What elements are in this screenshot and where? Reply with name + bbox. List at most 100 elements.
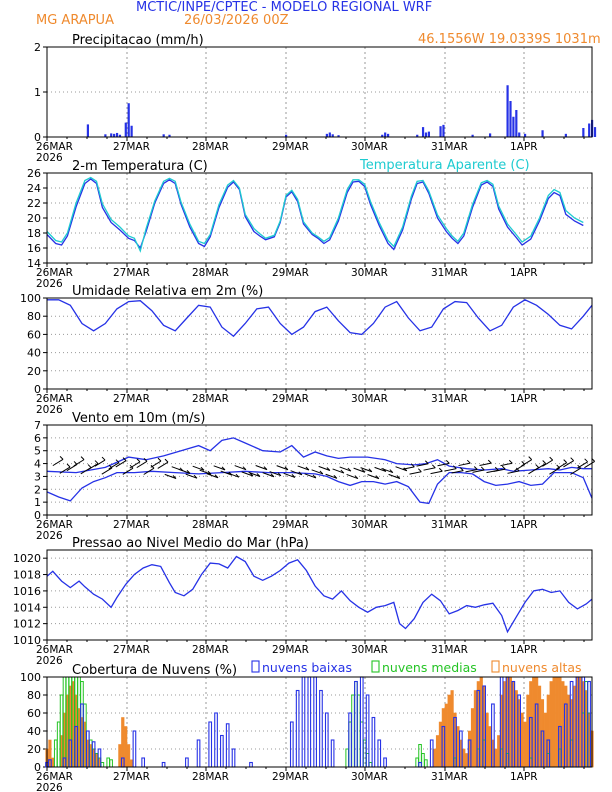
cloud-bar-low xyxy=(418,761,422,768)
wind-barb xyxy=(101,467,113,475)
cloud-legend: nuvens baixas nuvens medias nuvens altas xyxy=(251,660,582,675)
x-tick-label: 1APR xyxy=(510,771,538,783)
precip-bar xyxy=(442,124,445,137)
wind-barb xyxy=(164,473,177,479)
wind-barb xyxy=(542,459,553,467)
cloud-bar-mid xyxy=(345,748,349,768)
wind-barb-flag xyxy=(389,469,394,473)
wind-barb xyxy=(122,467,134,475)
precip-bar xyxy=(113,133,116,137)
legend-label: nuvens baixas xyxy=(262,660,352,675)
wind-barb-flag xyxy=(221,466,226,471)
wind-barb xyxy=(206,473,219,479)
wind-barb xyxy=(451,470,464,474)
x-tick-label: 26MAR xyxy=(36,393,73,405)
cloud-bar-high xyxy=(447,694,451,768)
x-tick-label: 30MAR xyxy=(351,771,388,783)
x-year-label: 2026 xyxy=(36,152,63,164)
x-tick-label: 27MAR xyxy=(113,519,150,531)
y-tick-label: 1014 xyxy=(13,601,41,614)
cloud-bar-low xyxy=(295,689,300,768)
wind-barb xyxy=(136,460,148,469)
wind-barb xyxy=(283,472,296,478)
wind-barb-flag xyxy=(143,458,148,462)
wind-barb xyxy=(276,465,289,471)
wind-barb-flag xyxy=(157,457,162,462)
wind-barb xyxy=(339,466,352,472)
panel-frame xyxy=(46,172,593,264)
wind-barb-flag xyxy=(256,473,261,477)
precip-bar xyxy=(588,123,591,137)
wind-barb-flag xyxy=(410,463,415,468)
wind-barb-flag xyxy=(445,460,450,464)
x-year-label: 2026 xyxy=(36,782,63,792)
wind-barb-flag xyxy=(535,464,540,468)
cloud-bar-high xyxy=(543,712,547,768)
y-tick-label: 7 xyxy=(34,419,41,432)
precip-bar xyxy=(168,134,171,137)
cloud-bar-high xyxy=(473,690,478,768)
cloud-bar-high xyxy=(502,681,507,768)
cloud-bar-mid xyxy=(109,759,113,768)
x-tick-label: 28MAR xyxy=(192,141,229,153)
wind-barb-flag xyxy=(284,466,289,471)
wind-barb xyxy=(430,470,443,475)
wind-barb xyxy=(248,471,261,477)
wind-barb-flag xyxy=(417,468,422,473)
precip-bar xyxy=(439,126,442,137)
cloud-bar-high xyxy=(494,748,498,768)
x-tick-label: 26MAR xyxy=(36,267,73,279)
cloud-bar-mid xyxy=(421,753,425,768)
wind-barb-flag xyxy=(270,473,275,478)
cloud-bar-high xyxy=(532,676,536,768)
cloud-bar-low xyxy=(220,734,224,768)
wind-barb-flag xyxy=(207,470,212,475)
x-tick-label: 26MAR xyxy=(36,519,73,531)
x-tick-label: 31MAR xyxy=(431,393,468,405)
y-tick-label: 1010 xyxy=(13,634,41,647)
x-tick-label: 29MAR xyxy=(272,771,309,783)
cloud-bar-mid xyxy=(368,762,373,768)
wind-barb-flag xyxy=(354,475,359,479)
wind-barb xyxy=(556,462,567,470)
wind-barb-flag xyxy=(375,475,380,479)
wind-barb xyxy=(493,468,506,473)
wind-barb-flag xyxy=(66,463,71,468)
wind-barb-flag xyxy=(563,459,568,464)
y-tick-label: 2 xyxy=(34,41,41,54)
cloud-bar-mid xyxy=(106,757,111,768)
wind-barb xyxy=(500,462,513,467)
cloud-bar-low xyxy=(354,680,358,768)
y-tick-label: 1018 xyxy=(13,569,41,582)
wind-barb-flag xyxy=(291,474,296,478)
wind-barb xyxy=(213,465,226,471)
cloud-bar-high xyxy=(433,748,437,768)
wind-barb-flag xyxy=(115,459,120,464)
wind-barb-flag xyxy=(172,475,177,479)
wind-barb-flag xyxy=(122,457,127,462)
legend-swatch xyxy=(371,660,380,673)
panel-title: Precipitacao (mm/h) xyxy=(72,33,204,48)
cloud-bar-low xyxy=(231,748,236,768)
y-tick-label: 18 xyxy=(27,227,41,240)
cloud-bar-low xyxy=(383,757,387,768)
panel-title: Cobertura de Nuvens (%) xyxy=(72,663,237,678)
x-tick-label: 28MAR xyxy=(192,771,229,783)
x-tick-label: 30MAR xyxy=(351,267,388,279)
y-tick-label: 60 xyxy=(27,707,41,720)
x-tick-label: 1APR xyxy=(510,644,538,656)
wind-barb xyxy=(59,466,71,474)
wind-barb xyxy=(52,458,64,467)
precip-bar xyxy=(386,133,390,137)
wind-barb-flag xyxy=(466,459,471,464)
y-tick-label: 20 xyxy=(27,743,41,756)
wind-barb-flag xyxy=(584,458,589,463)
wind-barb xyxy=(227,472,240,478)
x-year-label: 2026 xyxy=(36,655,63,667)
wind-barb-flag xyxy=(80,456,85,460)
cloud-bar-high xyxy=(514,690,518,768)
y-tick-label: 5 xyxy=(34,445,41,458)
precip-bar xyxy=(593,127,597,137)
station-coordinates: 46.1556W 19.0339S 1031m xyxy=(418,32,601,47)
